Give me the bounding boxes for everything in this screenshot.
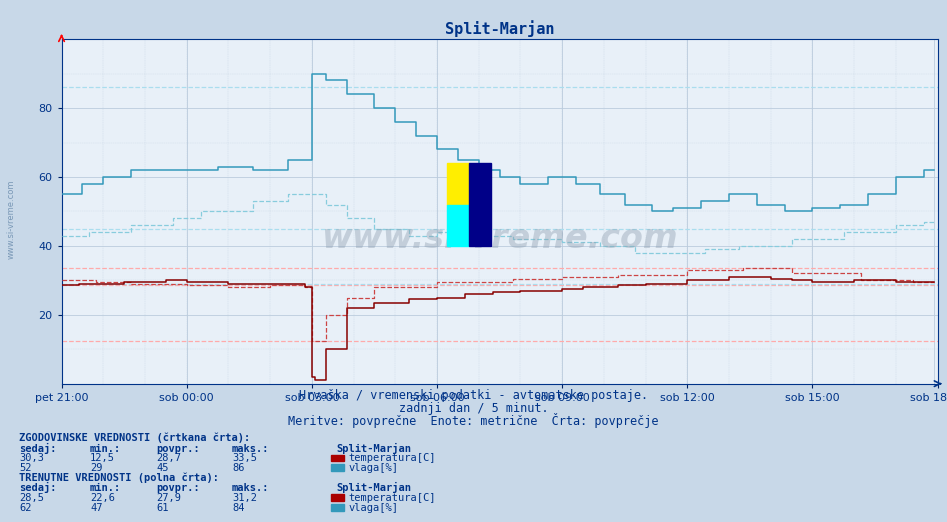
Text: 22,6: 22,6 bbox=[90, 493, 115, 503]
Text: 45: 45 bbox=[156, 463, 169, 473]
Text: 86: 86 bbox=[232, 463, 244, 473]
Text: maks.:: maks.: bbox=[232, 444, 270, 454]
Title: Split-Marjan: Split-Marjan bbox=[445, 20, 554, 37]
Text: maks.:: maks.: bbox=[232, 483, 270, 493]
Text: Split-Marjan: Split-Marjan bbox=[336, 482, 411, 493]
Text: 30,3: 30,3 bbox=[19, 454, 44, 464]
Text: Hrvaška / vremenski podatki - avtomatske postaje.: Hrvaška / vremenski podatki - avtomatske… bbox=[299, 389, 648, 402]
Text: Split-Marjan: Split-Marjan bbox=[336, 443, 411, 454]
Text: min.:: min.: bbox=[90, 444, 121, 454]
Text: 61: 61 bbox=[156, 503, 169, 513]
Text: 31,2: 31,2 bbox=[232, 493, 257, 503]
Text: povpr.:: povpr.: bbox=[156, 444, 200, 454]
Text: 29: 29 bbox=[90, 463, 102, 473]
Text: temperatura[C]: temperatura[C] bbox=[348, 454, 436, 464]
Text: min.:: min.: bbox=[90, 483, 121, 493]
Text: 12,5: 12,5 bbox=[90, 454, 115, 464]
Text: TRENUTNE VREDNOSTI (polna črta):: TRENUTNE VREDNOSTI (polna črta): bbox=[19, 473, 219, 483]
Bar bbox=[469, 163, 491, 246]
Text: www.si-vreme.com: www.si-vreme.com bbox=[7, 180, 16, 259]
Text: sedaj:: sedaj: bbox=[19, 443, 57, 454]
Text: Meritve: povprečne  Enote: metrične  Črta: povprečje: Meritve: povprečne Enote: metrične Črta:… bbox=[288, 413, 659, 429]
Text: ZGODOVINSKE VREDNOSTI (črtkana črta):: ZGODOVINSKE VREDNOSTI (črtkana črta): bbox=[19, 433, 250, 443]
Text: 28,5: 28,5 bbox=[19, 493, 44, 503]
Text: 52: 52 bbox=[19, 463, 31, 473]
Text: 27,9: 27,9 bbox=[156, 493, 181, 503]
Bar bbox=[447, 163, 469, 205]
Text: temperatura[C]: temperatura[C] bbox=[348, 493, 436, 503]
Text: sedaj:: sedaj: bbox=[19, 482, 57, 493]
Text: 33,5: 33,5 bbox=[232, 454, 257, 464]
Text: vlaga[%]: vlaga[%] bbox=[348, 503, 399, 513]
Text: 47: 47 bbox=[90, 503, 102, 513]
Bar bbox=[447, 205, 469, 246]
Text: 84: 84 bbox=[232, 503, 244, 513]
Text: 28,7: 28,7 bbox=[156, 454, 181, 464]
Text: 62: 62 bbox=[19, 503, 31, 513]
Text: povpr.:: povpr.: bbox=[156, 483, 200, 493]
Text: vlaga[%]: vlaga[%] bbox=[348, 463, 399, 473]
Text: www.si-vreme.com: www.si-vreme.com bbox=[321, 222, 678, 255]
Text: zadnji dan / 5 minut.: zadnji dan / 5 minut. bbox=[399, 402, 548, 416]
